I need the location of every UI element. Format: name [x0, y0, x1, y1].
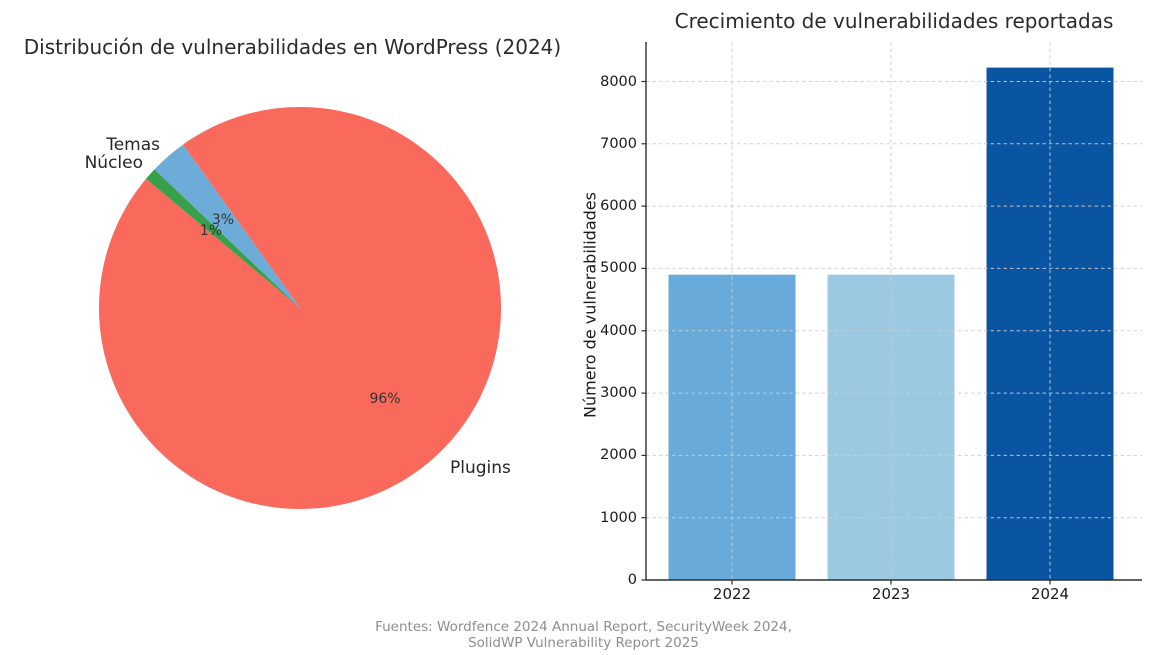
bar-chart-title: Crecimiento de vulnerabilidades reportad…: [674, 9, 1114, 33]
pie-label-plugins: Plugins: [450, 458, 511, 478]
pie-chart-title: Distribución de vulnerabilidades en Word…: [23, 35, 562, 59]
x-tick-label-2023: 2023: [871, 585, 911, 603]
pie-slice-plugins: [99, 106, 502, 509]
pie-slice-temas: [154, 144, 300, 308]
pie-pct-plugins: 96%: [369, 391, 401, 407]
y-tick-label-1000: 1000: [600, 509, 637, 526]
sources-caption: Fuentes: Wordfence 2024 Annual Report, S…: [0, 619, 1167, 651]
y-tick-label-4000: 4000: [600, 322, 637, 339]
pie-pct-temas: 3%: [211, 212, 235, 228]
x-tick-label-2024: 2024: [1030, 585, 1070, 603]
pie-label-nucleo: Núcleo: [84, 153, 143, 173]
y-tick-label-7000: 7000: [600, 135, 637, 152]
pie-pct-nucleo: 1%: [199, 223, 223, 239]
y-tick-label-0: 0: [627, 572, 637, 588]
y-tick-label-5000: 5000: [600, 260, 637, 277]
bar-chart-y-axis-label: Número de vulnerabilidades: [580, 192, 600, 418]
pie-label-temas: Temas: [106, 135, 160, 155]
y-tick-label-2000: 2000: [600, 447, 637, 464]
y-tick-label-8000: 8000: [600, 73, 637, 90]
pie-slice-nucleo: [146, 169, 300, 308]
sources-caption-line1: Fuentes: Wordfence 2024 Annual Report, S…: [375, 619, 792, 635]
x-tick-label-2022: 2022: [712, 585, 752, 603]
sources-caption-line2: SolidWP Vulnerability Report 2025: [468, 634, 699, 651]
y-tick-label-3000: 3000: [600, 385, 637, 402]
y-tick-label-6000: 6000: [600, 198, 637, 215]
